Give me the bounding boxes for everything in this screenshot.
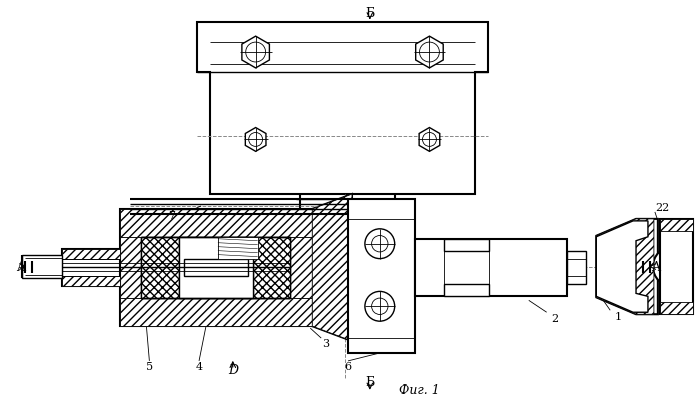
Text: 22: 22: [656, 202, 670, 213]
Polygon shape: [252, 237, 290, 298]
Polygon shape: [312, 194, 352, 341]
Polygon shape: [416, 37, 443, 69]
Polygon shape: [445, 285, 489, 296]
Polygon shape: [141, 237, 179, 298]
Polygon shape: [141, 237, 290, 298]
Polygon shape: [419, 128, 440, 152]
Polygon shape: [242, 37, 269, 69]
Polygon shape: [566, 251, 586, 285]
Text: 2: 2: [551, 313, 558, 324]
Text: A: A: [16, 260, 24, 273]
Polygon shape: [22, 255, 62, 279]
Circle shape: [249, 133, 263, 147]
Text: 1: 1: [614, 311, 621, 322]
Text: 6: 6: [345, 361, 352, 371]
Polygon shape: [120, 237, 141, 298]
Text: D: D: [228, 363, 238, 376]
Circle shape: [365, 229, 395, 259]
Polygon shape: [348, 200, 415, 353]
Text: 7: 7: [168, 210, 175, 220]
Polygon shape: [120, 209, 312, 326]
Polygon shape: [596, 220, 658, 314]
Circle shape: [365, 292, 395, 322]
Circle shape: [246, 43, 266, 63]
Polygon shape: [660, 220, 693, 314]
Circle shape: [372, 236, 388, 252]
Circle shape: [372, 298, 388, 315]
Circle shape: [422, 133, 436, 147]
Polygon shape: [62, 277, 120, 287]
Polygon shape: [445, 239, 489, 251]
Polygon shape: [120, 209, 312, 237]
Polygon shape: [312, 194, 352, 341]
Polygon shape: [184, 259, 247, 277]
Circle shape: [419, 43, 440, 63]
Polygon shape: [660, 220, 693, 231]
Text: Фиг. 1: Фиг. 1: [399, 383, 440, 396]
Polygon shape: [596, 220, 654, 314]
Circle shape: [653, 247, 693, 287]
Polygon shape: [62, 249, 120, 287]
Polygon shape: [197, 23, 488, 194]
Polygon shape: [218, 237, 258, 259]
Polygon shape: [596, 221, 648, 313]
Polygon shape: [62, 249, 120, 259]
Polygon shape: [245, 128, 266, 152]
Polygon shape: [660, 303, 693, 314]
Text: Б: Б: [366, 375, 375, 388]
Text: Б: Б: [366, 7, 375, 20]
Text: 4: 4: [196, 361, 203, 371]
Polygon shape: [120, 298, 312, 326]
Polygon shape: [179, 237, 252, 298]
Text: 5: 5: [146, 361, 153, 371]
Text: 3: 3: [323, 338, 330, 348]
Polygon shape: [415, 239, 566, 296]
Polygon shape: [290, 237, 312, 298]
Text: A: A: [651, 260, 661, 273]
